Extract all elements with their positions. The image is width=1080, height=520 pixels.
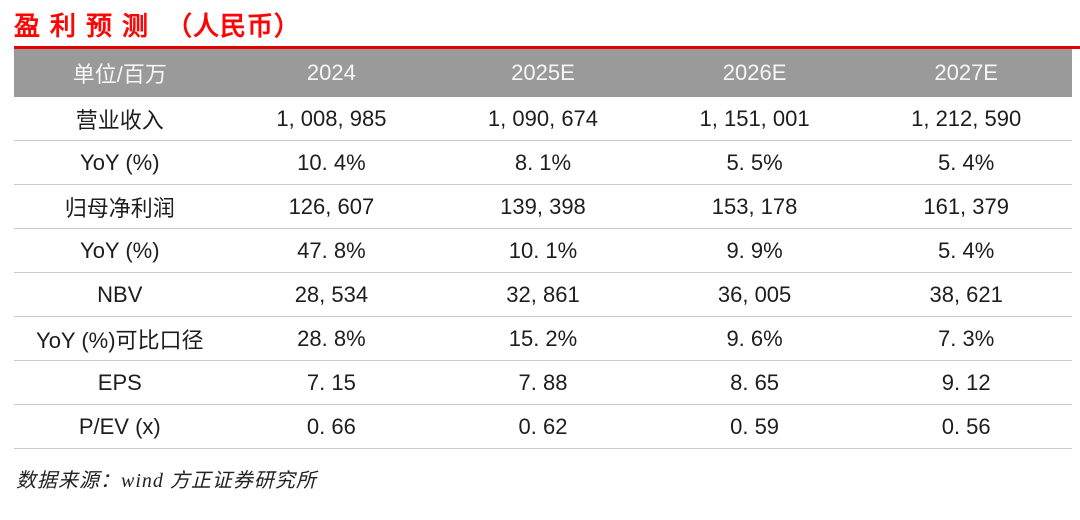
table-row-nbv-yoy-comparable: YoY (%)可比口径 28. 8% 15. 2% 9. 6% 7. 3% (14, 317, 1072, 361)
cell-value: 1, 008, 985 (276, 105, 387, 131)
cell-value: 47. 8% (297, 237, 366, 263)
row-label: YoY (%) (80, 149, 160, 175)
table-row-net-profit-yoy: YoY (%) 47. 8% 10. 1% 9. 9% 5. 4% (14, 229, 1072, 273)
table-row-net-profit: 归母净利润 126, 607 139, 398 153, 178 161, 37… (14, 185, 1072, 229)
column-header-2026e: 2026E (722, 60, 787, 85)
table-title: 盈利预测 （人民币） (14, 6, 301, 43)
column-header-unit: 单位/百万 (72, 62, 167, 87)
column-header-2027e: 2027E (934, 60, 998, 85)
table-title-currency: （人民币） (166, 11, 302, 41)
cell-value: 10. 1% (508, 237, 578, 263)
cell-value: 10. 4% (297, 149, 366, 175)
table-row-revenue-yoy: YoY (%) 10. 4% 8. 1% 5. 5% 5. 4% (14, 141, 1072, 185)
cell-value: 1, 090, 674 (487, 105, 599, 131)
cell-value: 139, 398 (500, 193, 586, 219)
cell-value: 7. 15 (306, 369, 356, 395)
cell-value: 9. 12 (941, 369, 991, 395)
accent-divider (14, 46, 1080, 49)
cell-value: 9. 9% (726, 237, 783, 263)
column-header-2024: 2024 (306, 60, 356, 85)
cell-value: 5. 4% (938, 237, 995, 263)
cell-value: 0. 62 (518, 413, 568, 439)
row-label: YoY (%) (80, 237, 160, 263)
cell-value: 161, 379 (923, 193, 1009, 219)
cell-value: 28, 534 (294, 281, 369, 307)
cell-value: 36, 005 (717, 281, 792, 307)
data-source-note: 数据来源：wind 方正证券研究所 (16, 470, 317, 492)
cell-value: 15. 2% (508, 325, 578, 351)
cell-value: 5. 5% (726, 149, 783, 175)
row-label: EPS (97, 369, 142, 395)
cell-value: 7. 88 (518, 369, 568, 395)
cell-value: 9. 6% (726, 325, 783, 351)
table-title-main: 盈利预测 (14, 11, 159, 41)
table-row-eps: EPS 7. 15 7. 88 8. 65 9. 12 (14, 361, 1072, 405)
cell-value: 5. 4% (938, 149, 995, 175)
table-header-row: 单位/百万 2024 2025E 2026E 2027E (14, 49, 1072, 97)
cell-value: 0. 59 (730, 413, 780, 439)
cell-value: 1, 151, 001 (699, 105, 810, 131)
row-label: YoY (%)可比口径 (36, 327, 204, 353)
cell-value: 153, 178 (711, 193, 798, 219)
table-row-pev: P/EV (x) 0. 66 0. 62 0. 59 0. 56 (14, 405, 1072, 449)
cell-value: 1, 212, 590 (911, 105, 1022, 131)
cell-value: 0. 66 (306, 413, 356, 439)
cell-value: 126, 607 (288, 193, 375, 219)
row-label: 归母净利润 (64, 195, 175, 221)
cell-value: 7. 3% (938, 325, 995, 351)
row-label: 营业收入 (75, 107, 164, 133)
column-header-2025e: 2025E (511, 60, 575, 85)
table-row-nbv: NBV 28, 534 32, 861 36, 005 38, 621 (14, 273, 1072, 317)
cell-value: 8. 1% (514, 149, 572, 175)
table-row-revenue: 营业收入 1, 008, 985 1, 090, 674 1, 151, 001… (14, 97, 1072, 141)
cell-value: 8. 65 (730, 369, 780, 395)
profit-forecast-table: 单位/百万 2024 2025E 2026E 2027E 营业收入 1, 008… (14, 49, 1072, 449)
row-label: NBV (97, 281, 143, 307)
cell-value: 28. 8% (297, 325, 366, 351)
cell-value: 0. 56 (941, 413, 991, 439)
cell-value: 32, 861 (506, 281, 580, 307)
row-label: P/EV (x) (78, 413, 161, 439)
cell-value: 38, 621 (929, 281, 1003, 307)
